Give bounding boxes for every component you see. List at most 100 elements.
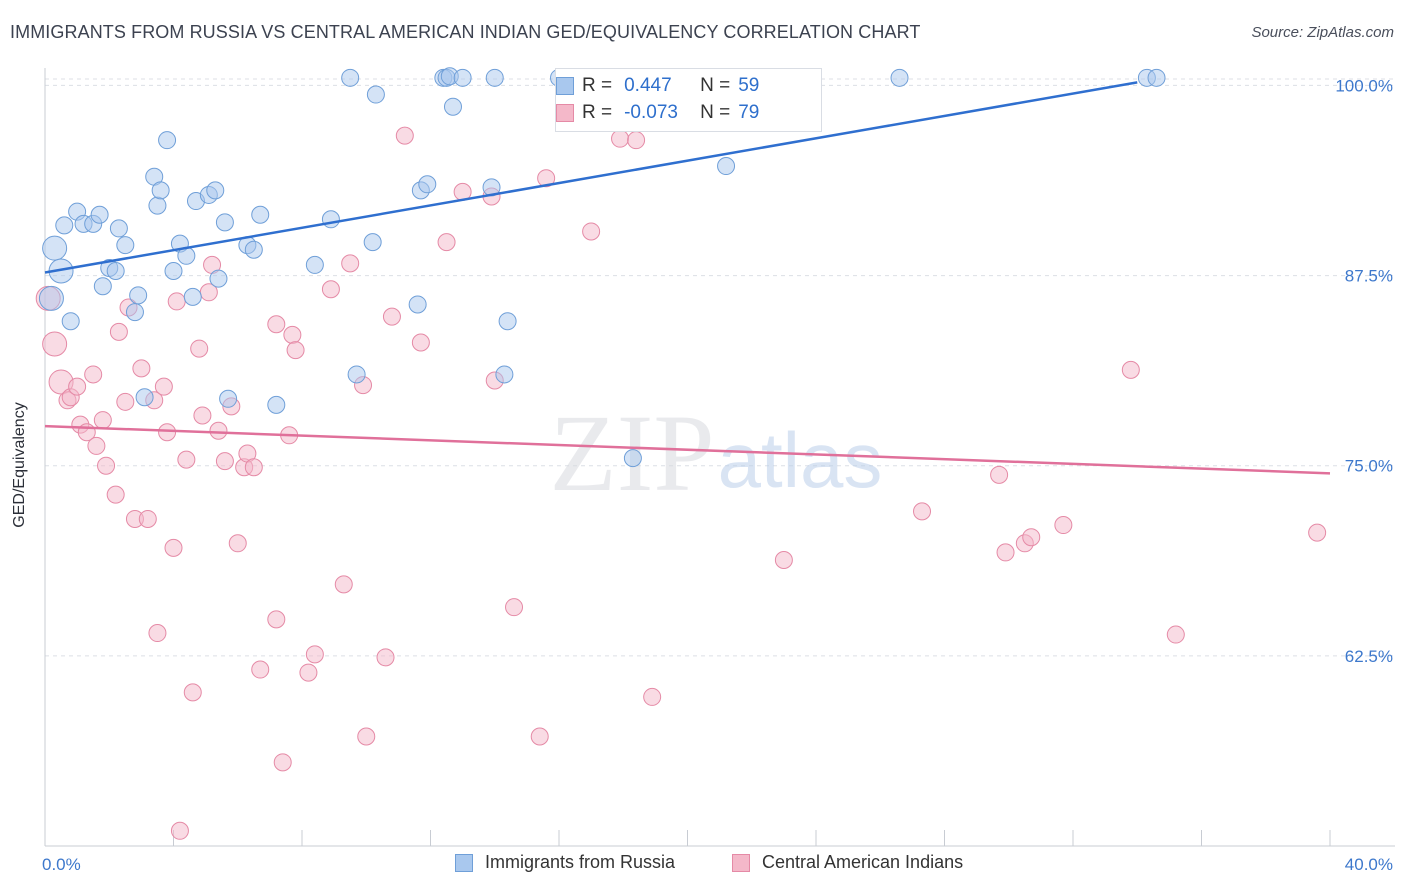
data-point xyxy=(251,660,270,679)
data-point xyxy=(93,411,112,430)
data-point xyxy=(611,129,630,148)
data-point xyxy=(193,406,212,425)
data-point xyxy=(623,449,642,468)
data-point xyxy=(286,341,305,360)
source-credit: Source: ZipAtlas.com xyxy=(1251,24,1394,41)
y-tick-label: 62.5% xyxy=(1345,647,1393,666)
legend-r-value: -0.073 xyxy=(624,102,678,123)
data-point xyxy=(1121,360,1140,379)
data-point xyxy=(990,465,1009,484)
data-point xyxy=(42,235,68,261)
data-point xyxy=(321,210,340,229)
legend-swatch-blue xyxy=(556,77,574,95)
data-point xyxy=(643,687,662,706)
data-point xyxy=(109,219,128,238)
legend-n-label: N = xyxy=(700,102,731,123)
y-tick-label: 87.5% xyxy=(1345,267,1393,286)
data-point xyxy=(717,157,736,176)
y-axis-label: GED/Equivalency xyxy=(11,402,28,528)
series-legend-russia: Immigrants from Russia xyxy=(455,852,675,873)
data-point xyxy=(125,303,144,322)
data-point xyxy=(299,663,318,682)
series-legend: Immigrants from Russia Central American … xyxy=(0,852,1406,878)
data-point xyxy=(267,395,286,414)
data-point xyxy=(106,485,125,504)
data-point xyxy=(890,68,909,87)
data-point xyxy=(341,254,360,273)
data-point xyxy=(209,269,228,288)
data-point xyxy=(267,610,286,629)
data-point xyxy=(151,181,170,200)
data-point xyxy=(219,389,238,408)
series-legend-label: Immigrants from Russia xyxy=(485,852,676,872)
data-point xyxy=(84,365,103,384)
data-point xyxy=(363,233,382,252)
data-point xyxy=(164,262,183,281)
data-point xyxy=(55,216,74,235)
data-point xyxy=(138,509,157,528)
data-point xyxy=(177,450,196,469)
data-point xyxy=(408,295,427,314)
data-point xyxy=(116,236,135,255)
data-point xyxy=(206,181,225,200)
data-point xyxy=(1308,523,1327,542)
legend-swatch-pink xyxy=(556,104,574,122)
data-point xyxy=(913,502,932,521)
watermark-atlas: atlas xyxy=(718,416,883,504)
data-point xyxy=(132,359,151,378)
data-point xyxy=(90,205,109,224)
data-point xyxy=(443,97,462,116)
data-point xyxy=(106,262,125,281)
series-legend-swatch-blue xyxy=(455,853,473,872)
series-legend-swatch-pink xyxy=(732,853,750,872)
series-legend-central-american: Central American Indians xyxy=(732,852,963,873)
data-point xyxy=(244,240,263,259)
series-legend-label: Central American Indians xyxy=(762,852,964,872)
data-point xyxy=(38,285,64,311)
legend-r-label: R = xyxy=(582,102,613,123)
y-tick-label: 75.0% xyxy=(1345,457,1393,476)
legend-n-value: 59 xyxy=(738,75,760,96)
data-point xyxy=(366,85,385,104)
data-point xyxy=(1166,625,1185,644)
data-point xyxy=(996,543,1015,562)
data-point xyxy=(93,277,112,296)
data-point xyxy=(334,575,353,594)
data-point xyxy=(116,392,135,411)
y-tick-label: 100.0% xyxy=(1335,76,1393,95)
data-point xyxy=(68,377,87,396)
legend-r-value: 0.447 xyxy=(624,75,672,96)
data-point xyxy=(215,452,234,471)
data-point xyxy=(167,292,186,311)
trend-lines xyxy=(44,81,1331,475)
data-point xyxy=(183,683,202,702)
data-point xyxy=(267,315,286,334)
data-point xyxy=(215,213,234,232)
data-point xyxy=(87,436,106,455)
data-point xyxy=(341,68,360,87)
data-point xyxy=(627,131,646,150)
data-point xyxy=(148,196,167,215)
data-point xyxy=(530,727,549,746)
data-point xyxy=(251,205,270,224)
data-point xyxy=(321,280,340,299)
trend-line-russia xyxy=(44,81,1138,274)
x-tick-labels: 0.0% 40.0% xyxy=(42,855,1393,874)
data-point xyxy=(376,648,395,667)
trend-line-central-american xyxy=(44,424,1331,475)
x-tick-label: 0.0% xyxy=(42,855,81,874)
data-point xyxy=(129,286,148,305)
data-point xyxy=(485,68,504,87)
data-point xyxy=(418,175,437,194)
data-point xyxy=(305,255,324,274)
data-point xyxy=(190,339,209,358)
data-point xyxy=(495,365,514,384)
data-point xyxy=(158,423,177,442)
y-tick-labels: 100.0% 87.5% 75.0% 62.5% xyxy=(1335,76,1393,665)
legend-n-label: N = xyxy=(700,75,731,96)
data-point xyxy=(1147,68,1166,87)
stats-legend: R = 0.447 N = 59 R = -0.073 N = 79 xyxy=(555,68,822,132)
data-point xyxy=(244,458,263,477)
data-point xyxy=(61,312,80,331)
data-point xyxy=(382,307,401,326)
